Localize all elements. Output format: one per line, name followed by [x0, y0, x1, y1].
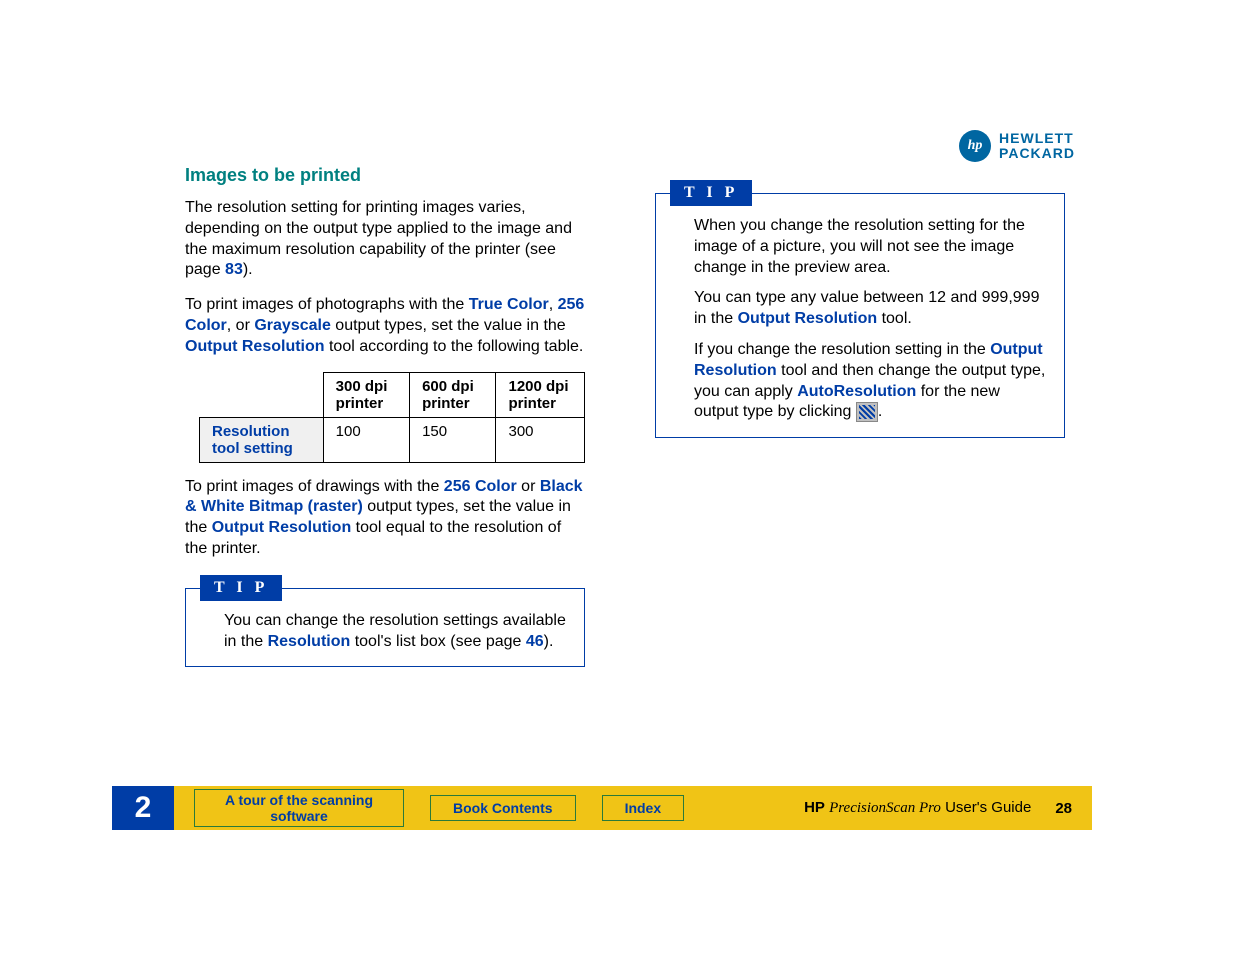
link-resolution-tool[interactable]: Resolution	[268, 633, 351, 650]
btn-book-contents[interactable]: Book Contents	[430, 795, 576, 821]
hp-logo-text: HEWLETT PACKARD	[999, 131, 1075, 162]
logo-line2: PACKARD	[999, 146, 1075, 161]
table-corner	[200, 372, 324, 417]
table-row: Resolution tool setting 100 150 300	[200, 417, 585, 462]
hp-logo-circle: hp	[959, 130, 991, 162]
tip-box-1: T I P You can change the resolution sett…	[185, 588, 585, 668]
table-row-label: Resolution tool setting	[200, 417, 324, 462]
hp-logo-hp: hp	[968, 138, 983, 154]
tip2-p1: When you change the resolution setting f…	[694, 216, 1046, 278]
hp-logo: hp HEWLETT PACKARD	[959, 130, 1075, 162]
section-title: Images to be printed	[185, 165, 585, 186]
tip2-p3a: If you change the resolution setting in …	[694, 341, 990, 358]
link-output-resolution-2[interactable]: Output Resolution	[212, 519, 352, 536]
para-photo-output: To print images of photographs with the …	[185, 295, 585, 357]
tip2-p3: If you change the resolution setting in …	[694, 340, 1046, 423]
footer-hp: HP	[804, 799, 825, 816]
link-true-color[interactable]: True Color	[469, 296, 549, 313]
btn-index[interactable]: Index	[602, 795, 685, 821]
tip2-p2: You can type any value between 12 and 99…	[694, 288, 1046, 330]
tip2-p3d: .	[878, 404, 882, 421]
para-drawings-output: To print images of drawings with the 256…	[185, 477, 585, 560]
para2-a: To print images of photographs with the	[185, 296, 469, 313]
footer-bar: 2 A tour of the scanning software Book C…	[112, 786, 1092, 830]
tip-label-2: T I P	[670, 180, 752, 206]
btn-tour-scanning-software[interactable]: A tour of the scanning software	[194, 789, 404, 827]
link-output-resolution-3[interactable]: Output Resolution	[738, 310, 878, 327]
footer-product: PrecisionScan Pro	[829, 800, 941, 816]
page-link-46[interactable]: 46	[526, 633, 544, 650]
logo-line1: HEWLETT	[999, 131, 1075, 146]
para2-b: output types, set the value in the	[331, 317, 566, 334]
page-link-83[interactable]: 83	[225, 261, 243, 278]
table-header-300: 300 dpi printer	[323, 372, 409, 417]
tip-label-1: T I P	[200, 575, 282, 601]
tip1-c: ).	[544, 633, 554, 650]
tip-box-2: T I P When you change the resolution set…	[655, 193, 1065, 438]
link-grayscale[interactable]: Grayscale	[254, 317, 331, 334]
autoresolution-icon[interactable]	[856, 402, 878, 422]
link-output-resolution-1[interactable]: Output Resolution	[185, 338, 325, 355]
para2-sep2: , or	[227, 317, 255, 334]
para3-a: To print images of drawings with the	[185, 478, 444, 495]
footer-page-number: 28	[1055, 800, 1072, 817]
chapter-number: 2	[112, 786, 174, 830]
table-header-1200: 1200 dpi printer	[496, 372, 585, 417]
table-cell-300: 300	[496, 417, 585, 462]
footer-title: HP PrecisionScan Pro User's Guide 28	[804, 799, 1072, 817]
tip1-text: You can change the resolution settings a…	[224, 611, 566, 653]
link-256-color-2[interactable]: 256 Color	[444, 478, 517, 495]
para2-c: tool according to the following table.	[325, 338, 584, 355]
link-autoresolution[interactable]: AutoResolution	[797, 383, 916, 400]
table-header-row: 300 dpi printer 600 dpi printer 1200 dpi…	[200, 372, 585, 417]
table-cell-100: 100	[323, 417, 409, 462]
footer-guide: User's Guide	[941, 799, 1031, 816]
para1-text-b: ).	[243, 261, 253, 278]
tip1-b: tool's list box (see page	[350, 633, 526, 650]
para-resolution-intro: The resolution setting for printing imag…	[185, 198, 585, 281]
table-cell-150: 150	[410, 417, 496, 462]
para2-sep1: ,	[549, 296, 558, 313]
para3-sep: or	[517, 478, 540, 495]
table-header-600: 600 dpi printer	[410, 372, 496, 417]
tip2-p2b: tool.	[877, 310, 912, 327]
resolution-table: 300 dpi printer 600 dpi printer 1200 dpi…	[199, 372, 585, 463]
